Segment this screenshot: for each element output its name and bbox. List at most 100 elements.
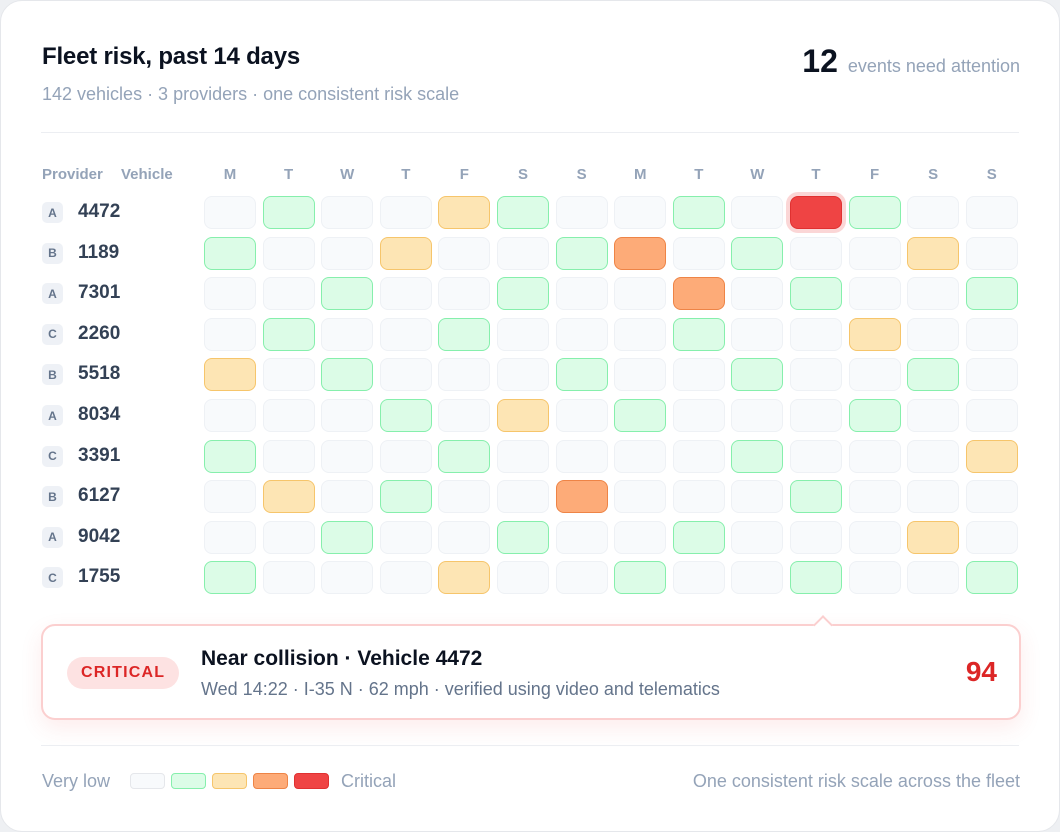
- risk-cell[interactable]: [965, 317, 1018, 351]
- risk-cell[interactable]: [497, 561, 549, 595]
- vehicle-id[interactable]: 8034: [78, 404, 121, 425]
- risk-cell[interactable]: [438, 196, 491, 229]
- risk-cell[interactable]: [321, 277, 374, 311]
- risk-cell[interactable]: [614, 317, 667, 351]
- risk-cell[interactable]: [965, 480, 1018, 514]
- risk-cell[interactable]: [321, 480, 374, 514]
- risk-cell[interactable]: [555, 196, 608, 229]
- risk-cell[interactable]: [204, 439, 256, 473]
- risk-cell[interactable]: [614, 358, 667, 392]
- risk-cell[interactable]: [907, 277, 960, 311]
- risk-cell[interactable]: [790, 358, 842, 392]
- risk-cell[interactable]: [965, 439, 1018, 473]
- risk-cell[interactable]: [848, 277, 901, 311]
- risk-cell[interactable]: [731, 358, 784, 392]
- risk-cell[interactable]: [262, 196, 315, 229]
- risk-cell[interactable]: [965, 561, 1018, 595]
- risk-cell[interactable]: [790, 399, 842, 432]
- risk-cell[interactable]: [379, 399, 432, 432]
- risk-cell[interactable]: [614, 561, 667, 595]
- risk-cell[interactable]: [379, 277, 432, 311]
- risk-cell[interactable]: [965, 358, 1018, 392]
- risk-cell[interactable]: [438, 358, 491, 392]
- risk-cell[interactable]: [438, 317, 491, 351]
- risk-cell[interactable]: [321, 520, 374, 554]
- risk-cell[interactable]: [379, 439, 432, 473]
- risk-cell[interactable]: [672, 317, 725, 351]
- risk-cell[interactable]: [848, 561, 901, 595]
- risk-cell[interactable]: [672, 399, 725, 432]
- risk-cell[interactable]: [204, 317, 256, 351]
- risk-cell[interactable]: [614, 480, 667, 514]
- risk-cell[interactable]: [497, 399, 549, 432]
- risk-cell[interactable]: [848, 439, 901, 473]
- risk-cell[interactable]: [731, 399, 784, 432]
- risk-cell[interactable]: [321, 561, 374, 595]
- risk-cell[interactable]: [555, 277, 608, 311]
- vehicle-id[interactable]: 5518: [78, 363, 121, 385]
- risk-cell[interactable]: [907, 236, 960, 270]
- risk-cell[interactable]: [907, 399, 960, 432]
- risk-cell[interactable]: [262, 236, 315, 270]
- risk-cell[interactable]: [907, 358, 960, 392]
- risk-cell[interactable]: [555, 317, 608, 351]
- risk-cell[interactable]: [907, 196, 960, 229]
- risk-cell[interactable]: [555, 520, 608, 554]
- risk-cell[interactable]: [672, 520, 725, 554]
- risk-cell[interactable]: [790, 520, 842, 554]
- risk-cell[interactable]: [321, 439, 374, 473]
- risk-cell[interactable]: [204, 196, 256, 229]
- risk-cell[interactable]: [614, 277, 667, 311]
- risk-cell[interactable]: [555, 439, 608, 473]
- risk-cell[interactable]: [672, 358, 725, 392]
- risk-cell[interactable]: [497, 520, 549, 554]
- risk-cell[interactable]: [790, 317, 842, 351]
- risk-cell[interactable]: [614, 399, 667, 432]
- risk-cell[interactable]: [379, 196, 432, 229]
- risk-cell[interactable]: [379, 520, 432, 554]
- risk-cell[interactable]: [321, 236, 374, 270]
- risk-cell[interactable]: [965, 196, 1018, 229]
- risk-cell[interactable]: [321, 399, 374, 432]
- vehicle-id[interactable]: 4472: [78, 201, 121, 222]
- vehicle-id[interactable]: 1189: [78, 241, 120, 263]
- risk-cell[interactable]: [379, 236, 432, 270]
- risk-cell[interactable]: [614, 439, 667, 473]
- risk-cell[interactable]: [438, 439, 491, 473]
- risk-cell[interactable]: [379, 358, 432, 392]
- risk-cell[interactable]: [790, 561, 842, 595]
- risk-cell[interactable]: [555, 561, 608, 595]
- risk-cell[interactable]: [497, 196, 549, 229]
- event-detail-callout[interactable]: CRITICAL Near collision · Vehicle 4472 W…: [41, 615, 1021, 720]
- risk-cell[interactable]: [438, 480, 491, 514]
- risk-cell[interactable]: [672, 196, 725, 229]
- risk-cell[interactable]: [438, 399, 491, 432]
- risk-cell[interactable]: [790, 439, 842, 473]
- risk-cell[interactable]: [731, 520, 784, 554]
- risk-cell[interactable]: [731, 277, 784, 311]
- risk-cell[interactable]: [438, 236, 491, 270]
- vehicle-id[interactable]: 2260: [78, 322, 121, 344]
- vehicle-id[interactable]: 3391: [78, 444, 121, 466]
- risk-cell[interactable]: [262, 358, 315, 392]
- risk-cell[interactable]: [262, 480, 315, 514]
- risk-cell[interactable]: [731, 480, 784, 514]
- risk-cell[interactable]: [907, 561, 960, 595]
- risk-cell[interactable]: [497, 317, 549, 351]
- risk-cell[interactable]: [907, 317, 960, 351]
- risk-cell[interactable]: [848, 358, 901, 392]
- risk-cell[interactable]: [438, 561, 491, 595]
- risk-cell[interactable]: [965, 236, 1018, 270]
- risk-cell[interactable]: [848, 196, 901, 229]
- risk-cell[interactable]: [555, 399, 608, 432]
- risk-cell[interactable]: [790, 480, 842, 514]
- risk-cell[interactable]: [379, 480, 432, 514]
- risk-cell[interactable]: [848, 399, 901, 432]
- attention-summary[interactable]: 12 events need attention: [802, 43, 1020, 80]
- risk-cell[interactable]: [204, 520, 256, 554]
- risk-cell[interactable]: [907, 439, 960, 473]
- risk-cell[interactable]: [262, 317, 315, 351]
- risk-cell[interactable]: [204, 358, 256, 392]
- risk-cell[interactable]: [965, 520, 1018, 554]
- vehicle-id[interactable]: 6127: [78, 485, 121, 507]
